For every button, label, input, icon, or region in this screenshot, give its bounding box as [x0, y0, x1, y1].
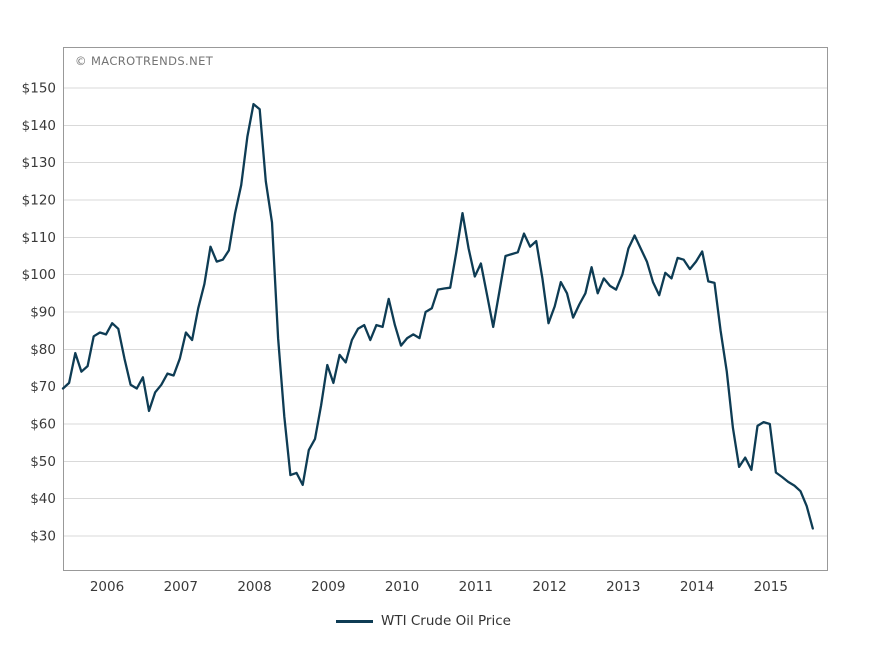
- y-axis-tick-label: $60: [30, 417, 56, 433]
- y-axis-tick-label: $120: [22, 193, 56, 209]
- x-axis-tick-label: 2009: [311, 579, 345, 595]
- x-axis-tick-label: 2014: [680, 579, 714, 595]
- price-line-series: [61, 102, 814, 530]
- y-axis-tick-label: $110: [22, 230, 56, 246]
- x-axis-tick-label: 2011: [459, 579, 493, 595]
- x-axis-tick-label: 2010: [385, 579, 419, 595]
- legend: WTI Crude Oil Price: [336, 613, 511, 629]
- y-axis-tick-label: $80: [30, 342, 56, 358]
- x-axis-tick-label: 2008: [237, 579, 271, 595]
- plot-border: [63, 47, 828, 571]
- y-axis-tick-label: $140: [22, 118, 56, 134]
- y-axis-tick-label: $90: [30, 305, 56, 321]
- x-axis-tick-label: 2013: [606, 579, 640, 595]
- y-axis-tick-label: $50: [30, 454, 56, 470]
- y-axis-tick-label: $100: [22, 267, 56, 283]
- y-axis-tick-label: $130: [22, 155, 56, 171]
- x-axis-tick-label: 2012: [532, 579, 566, 595]
- watermark: © MACROTRENDS.NET: [75, 54, 214, 68]
- y-axis-tick-label: $150: [22, 81, 56, 97]
- y-axis-tick-label: $30: [30, 529, 56, 545]
- x-axis-tick-label: 2007: [164, 579, 198, 595]
- legend-label: WTI Crude Oil Price: [381, 613, 511, 629]
- x-axis-tick-label: 2015: [754, 579, 788, 595]
- y-axis-tick-label: $40: [30, 491, 56, 507]
- x-axis-tick-label: 2006: [90, 579, 124, 595]
- y-axis-tick-label: $70: [30, 379, 56, 395]
- legend-line-swatch: [336, 619, 373, 623]
